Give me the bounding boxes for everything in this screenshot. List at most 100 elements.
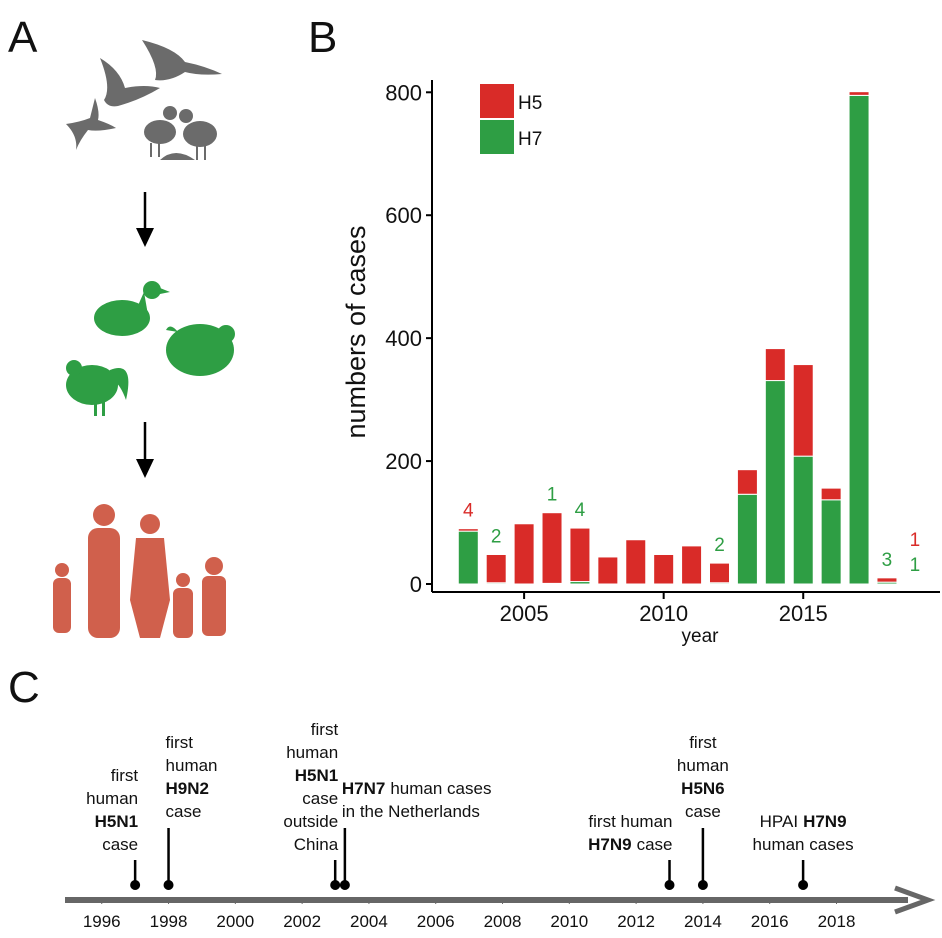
data-label: 1	[910, 530, 921, 551]
event-dot	[798, 880, 809, 890]
event-label: outside	[283, 812, 338, 831]
event-label: H5N1	[95, 812, 138, 831]
bar-segment	[457, 530, 479, 585]
event-label: human	[677, 756, 729, 775]
event-dot	[130, 880, 141, 890]
event-label-part: case	[302, 789, 338, 808]
x-tick-label: 2005	[500, 601, 549, 626]
data-label: 4	[463, 501, 474, 522]
event-dot	[330, 880, 341, 890]
bar-segment	[736, 469, 758, 495]
y-tick-label: 200	[385, 449, 422, 474]
bar-segment	[764, 380, 786, 585]
x-tick-label: 2008	[484, 912, 522, 931]
event-label: HPAI H7N9	[760, 812, 847, 831]
event-label-part: H7N9	[588, 835, 631, 854]
event-label: human	[286, 743, 338, 762]
bar-segment	[541, 512, 563, 584]
x-tick-label: 1998	[150, 912, 188, 931]
event-label-part: HPAI	[760, 812, 798, 831]
event-label: in the Netherlands	[342, 802, 480, 821]
event-label-part: human	[86, 789, 138, 808]
data-label: 2	[714, 535, 725, 556]
event-label-part: first	[111, 766, 139, 785]
bar-segment	[736, 493, 758, 585]
bar-segment	[792, 364, 814, 457]
event-label-part: human cases	[753, 835, 854, 854]
legend-swatch	[480, 84, 514, 118]
event-label: case	[302, 789, 338, 808]
panel-label: B	[308, 13, 337, 62]
x-axis-label: year	[682, 626, 720, 647]
arrow	[136, 422, 154, 478]
bar-segment	[848, 94, 870, 585]
event-label-part: case	[102, 835, 138, 854]
data-label: 2	[491, 526, 502, 547]
event-label-part: in the Netherlands	[342, 802, 480, 821]
poultry-icon	[66, 281, 235, 416]
y-tick-label: 0	[410, 572, 422, 597]
event-label-part: first	[311, 720, 339, 739]
x-tick-label: 2015	[779, 601, 828, 626]
y-tick-label: 400	[385, 326, 422, 351]
x-tick-label: 2016	[751, 912, 789, 931]
event-label: H9N2	[166, 779, 209, 798]
x-tick-label: 2002	[283, 912, 321, 931]
event-label: China	[294, 835, 339, 854]
data-label: 3	[882, 550, 893, 571]
y-tick-label: 800	[385, 80, 422, 105]
data-label: 4	[575, 500, 586, 521]
data-label: 1	[910, 555, 921, 576]
y-tick-label: 600	[385, 203, 422, 228]
bar-segment	[904, 582, 926, 584]
event-label-part: first human	[588, 812, 672, 831]
bar-segment	[625, 539, 647, 585]
bar-segment	[457, 528, 479, 532]
x-tick-label: 1996	[83, 912, 121, 931]
event-label: H5N1	[295, 766, 338, 785]
x-tick-label: 2000	[216, 912, 254, 931]
event-label: H7N7 human cases	[342, 779, 492, 798]
event-label: human	[86, 789, 138, 808]
humans-icon	[53, 504, 226, 638]
event-label: first	[689, 733, 717, 752]
legend-label: H5	[518, 93, 542, 114]
event-label-part: human	[286, 743, 338, 762]
bar-segment	[513, 523, 535, 585]
event-label-part: first	[166, 733, 194, 752]
y-axis-label: numbers of cases	[341, 225, 371, 438]
data-label: 1	[547, 485, 558, 506]
bar-segment	[764, 348, 786, 382]
event-label-part: H9N2	[166, 779, 209, 798]
event-label: case	[166, 802, 202, 821]
x-tick-label: 2018	[818, 912, 856, 931]
event-label-part: outside	[283, 812, 338, 831]
event-dot	[339, 880, 350, 890]
x-tick-label: 2004	[350, 912, 388, 931]
event-label-part: case	[685, 802, 721, 821]
event-label: case	[685, 802, 721, 821]
bar-segment	[820, 487, 842, 501]
event-dot	[664, 880, 675, 890]
event-label-part: H5N1	[295, 766, 338, 785]
bar-segment	[820, 499, 842, 585]
legend-label: H7	[518, 129, 542, 150]
wild-birds-icon	[66, 40, 222, 160]
arrow	[136, 192, 154, 247]
bar-segment	[653, 553, 675, 585]
event-label-part: H7N9	[803, 812, 846, 831]
bar-segment	[792, 455, 814, 585]
event-label: human	[166, 756, 218, 775]
x-tick-label: 2006	[417, 912, 455, 931]
event-label: H5N6	[681, 779, 724, 798]
event-label-part: H7N7	[342, 779, 385, 798]
x-tick-label: 2014	[684, 912, 722, 931]
bar-segment	[569, 527, 591, 583]
event-label: first	[111, 766, 139, 785]
event-dot	[163, 880, 174, 890]
bar-segment	[876, 577, 898, 583]
x-tick-label: 2012	[617, 912, 655, 931]
event-label-part: human	[166, 756, 218, 775]
bar-segment	[848, 91, 870, 96]
